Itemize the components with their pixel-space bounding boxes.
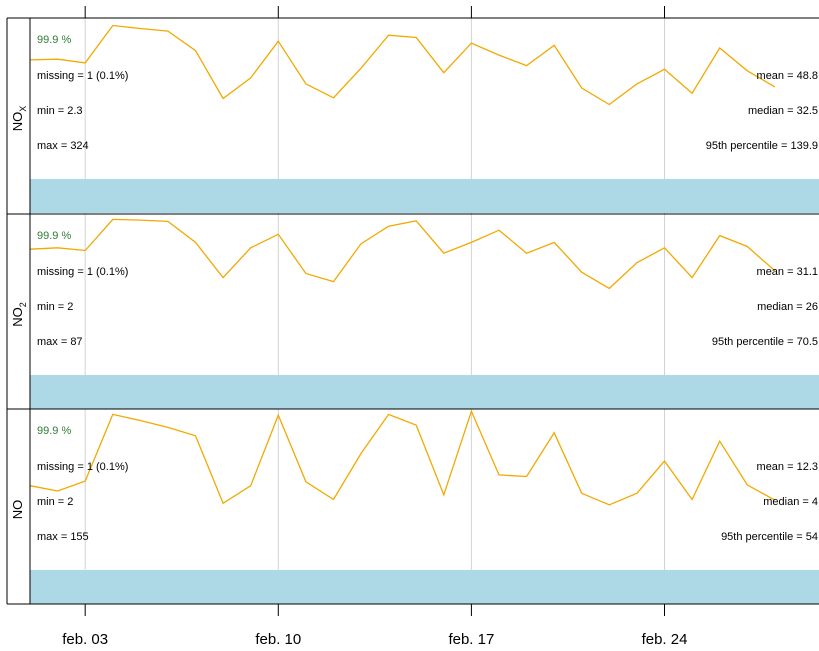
data-capture-label: 99.9 %: [37, 230, 71, 242]
panel-label-main: NO: [10, 307, 25, 327]
panel-label-main: NO: [10, 112, 25, 132]
missing-label: missing = 1 (0.1%): [37, 70, 128, 82]
x-tick-label-0: feb. 03: [62, 631, 108, 648]
data-capture-band: [30, 179, 819, 213]
max-label: max = 155: [37, 531, 89, 543]
median-label: median = 4: [763, 496, 818, 508]
panel-label-nox: NOX: [10, 106, 28, 132]
panel-label-no: NO: [10, 500, 25, 520]
percentile-95-label: 95th percentile = 139.9: [706, 140, 818, 152]
max-label: max = 87: [37, 336, 83, 348]
max-label: max = 324: [37, 140, 89, 152]
series-line-nox: [29, 24, 776, 106]
mean-label: mean = 48.8: [757, 70, 818, 82]
percentile-95-label: 95th percentile = 54: [721, 531, 818, 543]
x-tick-label-3: feb. 24: [642, 631, 688, 648]
missing-label: missing = 1 (0.1%): [37, 266, 128, 278]
panel-no2: 99.9 % missing = 1 (0.1%) min = 2 max = 87 m…: [10, 218, 819, 409]
data-capture-band: [30, 375, 819, 409]
panel-no: 99.9 % missing = 1 (0.1%) min = 2 max = 155…: [10, 409, 819, 604]
min-label: min = 2: [37, 496, 73, 508]
panel-label-subscript: X: [18, 106, 28, 112]
min-label: min = 2: [37, 301, 73, 313]
series-line-no: [29, 409, 776, 506]
percentile-95-label: 95th percentile = 70.5: [712, 336, 818, 348]
median-label: median = 32.5: [748, 105, 818, 117]
panel-label-no2: NO2: [10, 302, 28, 327]
min-label: min = 2.3: [37, 105, 83, 117]
x-tick-label-1: feb. 10: [255, 631, 301, 648]
data-capture-label: 99.9 %: [37, 34, 71, 46]
missing-label: missing = 1 (0.1%): [37, 461, 128, 473]
median-label: median = 26: [757, 301, 818, 313]
series-line-no2: [29, 218, 776, 290]
data-capture-band: [30, 570, 819, 604]
panel-label-main: NO: [10, 500, 25, 520]
mean-label: mean = 31.1: [757, 266, 818, 278]
data-capture-label: 99.9 %: [37, 425, 71, 437]
mean-label: mean = 12.3: [757, 461, 818, 473]
panel-nox: 99.9 % missing = 1 (0.1%) min = 2.3 max = 3…: [10, 24, 819, 213]
panel-label-subscript: 2: [18, 302, 28, 307]
x-tick-label-2: feb. 17: [448, 631, 494, 648]
